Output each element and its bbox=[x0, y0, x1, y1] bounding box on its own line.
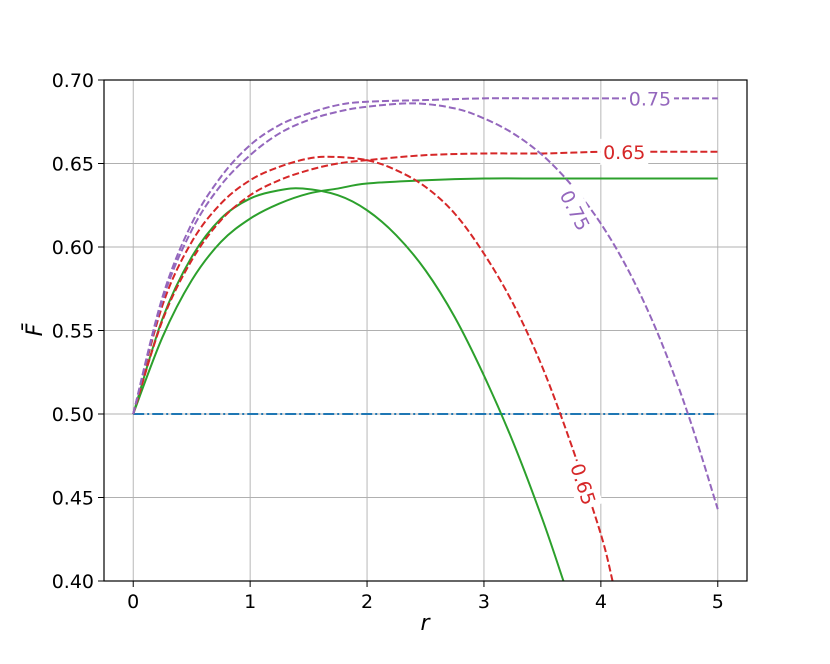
series-line-2 bbox=[132, 187, 565, 581]
x-tick-label: 3 bbox=[478, 591, 490, 613]
series-layer bbox=[132, 97, 719, 581]
series-line-6 bbox=[132, 102, 719, 510]
y-tick-label: 0.70 bbox=[52, 70, 94, 92]
contour-label-text: 0.65 bbox=[603, 142, 645, 164]
series-line-5 bbox=[132, 97, 718, 415]
contour-label-background bbox=[552, 182, 598, 238]
y-axis-ticks: 0.40 0.45 0.50 0.55 0.60 0.65 0.70 bbox=[52, 70, 104, 593]
x-tick-label: 5 bbox=[712, 591, 724, 613]
y-tick-label: 0.65 bbox=[52, 154, 94, 176]
y-tick-label: 0.55 bbox=[52, 321, 94, 343]
contour-label-0: 0.75 bbox=[625, 85, 674, 112]
y-tick-label: 0.40 bbox=[52, 571, 94, 593]
contour-label-background bbox=[563, 457, 604, 511]
y-tick-label: 0.45 bbox=[52, 488, 94, 510]
series-line-1 bbox=[132, 177, 718, 415]
contour-label-background bbox=[600, 138, 649, 165]
contour-label-background bbox=[625, 85, 674, 112]
x-tick-label: 1 bbox=[244, 591, 256, 613]
x-tick-label: 2 bbox=[361, 591, 373, 613]
contour-label-text: 0.75 bbox=[629, 88, 671, 110]
y-axis-label: F̄ bbox=[22, 323, 48, 336]
x-tick-label: 0 bbox=[127, 591, 139, 613]
x-axis-ticks: 0 1 2 3 4 5 bbox=[127, 581, 724, 613]
y-tick-label: 0.50 bbox=[52, 404, 94, 426]
annotations: 0.750.650.750.65 bbox=[552, 85, 674, 511]
series-line-4 bbox=[132, 155, 614, 581]
x-tick-label: 4 bbox=[595, 591, 607, 613]
series-line-3 bbox=[132, 150, 718, 415]
y-tick-label: 0.60 bbox=[52, 237, 94, 259]
contour-label-1: 0.65 bbox=[600, 138, 649, 165]
x-axis-label: r bbox=[420, 611, 431, 636]
